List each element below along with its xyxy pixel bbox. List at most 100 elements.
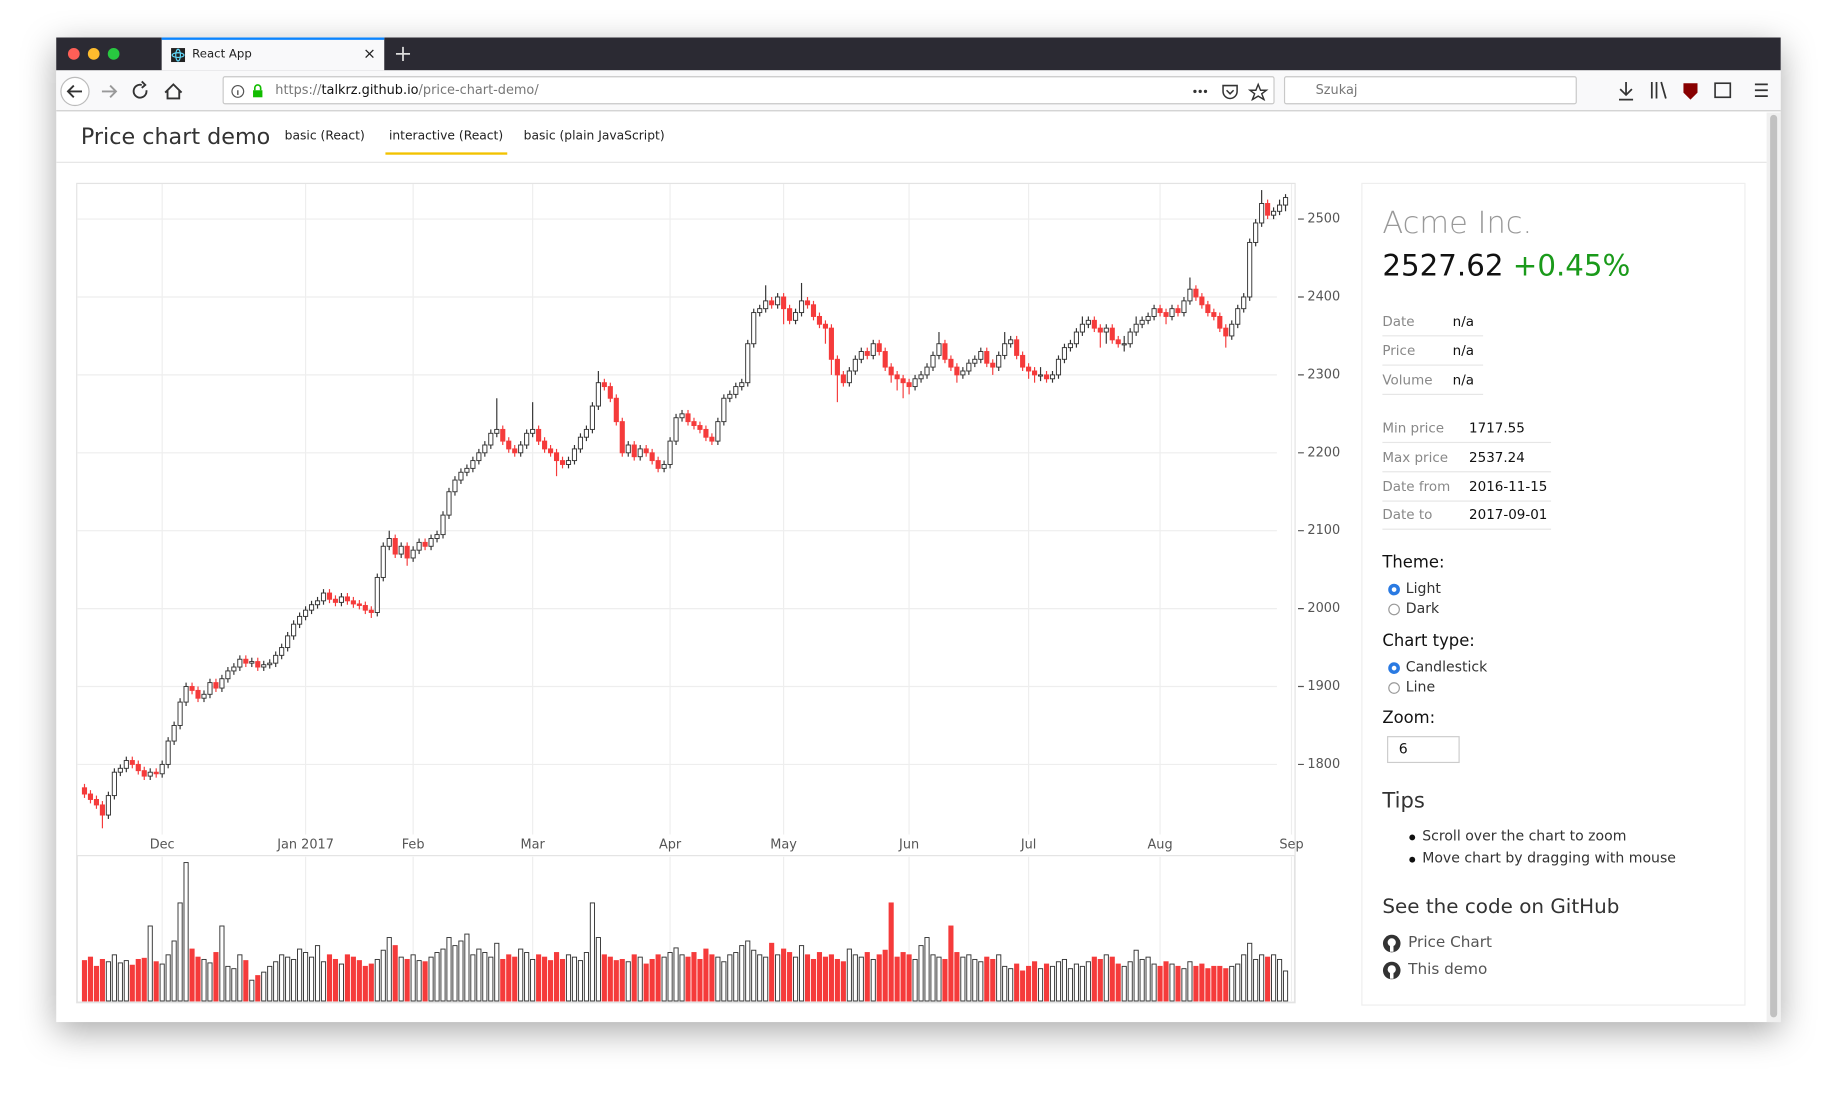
home-button[interactable] xyxy=(164,83,183,100)
candle-body xyxy=(308,604,315,611)
downloads-button[interactable] xyxy=(1619,82,1634,101)
volume-bar xyxy=(727,954,733,1002)
candle-body xyxy=(171,724,177,742)
volume-bar xyxy=(273,961,279,1002)
volume-bar xyxy=(745,940,751,1002)
candle-body xyxy=(482,444,488,454)
info-value: n/a xyxy=(1452,342,1475,359)
ublock-button[interactable] xyxy=(1683,83,1698,100)
radio[interactable] xyxy=(1388,682,1400,694)
volume-bar xyxy=(500,958,506,1002)
volume-bar xyxy=(1253,958,1259,1002)
radio[interactable] xyxy=(1388,583,1400,596)
nav-link-active[interactable]: interactive (React) xyxy=(385,129,507,155)
tab-close[interactable]: × xyxy=(363,45,376,64)
radio-label[interactable]: Line xyxy=(1405,678,1436,696)
nav-link[interactable]: basic (plain JavaScript) xyxy=(523,128,665,143)
volume-bar xyxy=(255,975,261,1002)
minimize-button[interactable] xyxy=(87,48,100,60)
candle-body xyxy=(350,600,356,605)
candle-body xyxy=(1145,315,1151,321)
volume-bar xyxy=(530,958,536,1002)
volume-bar xyxy=(380,949,386,1002)
scroll-thumb[interactable] xyxy=(1770,114,1778,1018)
library-button[interactable] xyxy=(1650,81,1667,99)
radio-label[interactable]: Dark xyxy=(1405,600,1440,617)
volume-bar xyxy=(326,954,333,1002)
candle-body xyxy=(195,689,201,699)
volume-bar xyxy=(846,948,852,1002)
candle-body xyxy=(1109,327,1115,341)
volume-bar xyxy=(1265,956,1271,1002)
forward-button[interactable] xyxy=(101,84,118,98)
chart[interactable]: 1800 1900 2000 2100 2200 2300 2400 2500 Dec Jan 2… xyxy=(0,0,1359,1020)
sidebar-button[interactable] xyxy=(1714,82,1732,99)
scrollbar[interactable] xyxy=(1766,112,1781,1023)
candle-body xyxy=(1259,203,1265,224)
tab[interactable]: React App × xyxy=(161,37,385,71)
candle-body xyxy=(1139,319,1145,325)
zoom-input[interactable]: 6 xyxy=(1387,736,1460,764)
volume-bar xyxy=(1282,970,1289,1002)
company-name: Acme Inc. xyxy=(1382,206,1533,242)
zoom-label: Zoom: xyxy=(1382,709,1436,728)
github-link[interactable]: This demo xyxy=(1408,961,1488,979)
volume-bar xyxy=(1109,956,1115,1002)
candle-body xyxy=(691,421,697,426)
candle-body xyxy=(1211,312,1217,317)
volume-bar xyxy=(482,952,488,1002)
candle-body xyxy=(165,740,171,765)
candle-body xyxy=(207,682,213,695)
y-tick-label: 2100 xyxy=(1307,523,1340,538)
candle-body xyxy=(942,343,948,360)
info-label: Price xyxy=(1382,342,1416,359)
row-line xyxy=(1382,364,1484,366)
volume-bar xyxy=(446,937,452,1002)
volume-bar xyxy=(679,954,685,1002)
candle-body xyxy=(1043,374,1050,380)
radio-label[interactable]: Candlestick xyxy=(1405,658,1488,676)
candle-body xyxy=(733,386,739,395)
candle-body xyxy=(237,658,243,668)
candle-body xyxy=(338,596,344,603)
candle-body xyxy=(804,300,811,306)
volume-bar xyxy=(267,965,273,1002)
candle-body xyxy=(852,358,858,372)
last-price: 2527.62 +0.45% xyxy=(1382,248,1630,282)
nav-link[interactable]: basic (React) xyxy=(284,128,365,143)
menu-button[interactable] xyxy=(1754,83,1768,97)
reload-button[interactable] xyxy=(132,80,148,99)
volume-bar xyxy=(404,958,410,1002)
close-button[interactable] xyxy=(67,48,80,60)
radio[interactable] xyxy=(1388,603,1400,616)
github-link[interactable]: Price Chart xyxy=(1408,934,1492,952)
radio-label[interactable]: Light xyxy=(1405,580,1441,597)
zoom-button[interactable] xyxy=(107,48,120,60)
app-title: Price chart demo xyxy=(80,124,271,151)
candle-body xyxy=(428,538,434,547)
candle-body xyxy=(798,300,805,314)
candle-body xyxy=(201,693,207,699)
volume-bar xyxy=(249,979,255,1002)
search-bar[interactable]: Szukaj xyxy=(1283,76,1577,105)
volume-bar xyxy=(619,958,625,1002)
candle-body xyxy=(1055,358,1062,376)
volume-bar xyxy=(1235,963,1241,1002)
candle-body xyxy=(434,534,440,539)
volume-bar xyxy=(1205,968,1211,1002)
volume-bar xyxy=(888,902,894,1002)
candle-body xyxy=(870,343,876,356)
candle-body xyxy=(392,538,398,555)
candle-body xyxy=(285,635,291,649)
radio[interactable] xyxy=(1388,662,1400,674)
volume-bar xyxy=(105,961,111,1002)
candle-body xyxy=(410,549,416,559)
volume-bar xyxy=(141,957,147,1002)
volume-bar xyxy=(243,960,249,1002)
url-bar[interactable]: https://talkrz.github.io/price-chart-dem… xyxy=(222,76,1275,105)
volume-bar xyxy=(153,961,159,1002)
candle-body xyxy=(858,351,864,360)
volume-bar xyxy=(506,954,512,1002)
